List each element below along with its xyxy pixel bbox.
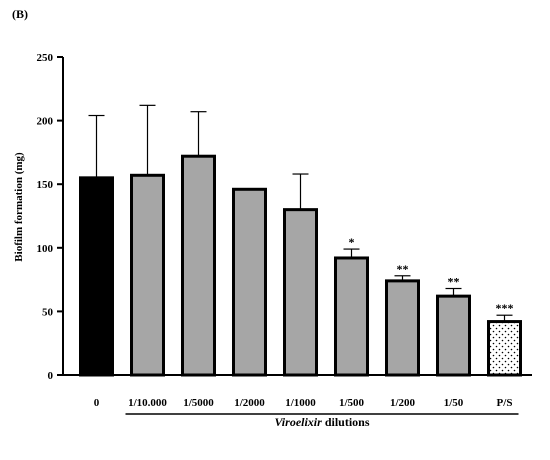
- plot-area: 0 50 100 150 200 250 0 1/10.000 1/5000 1/2000 1/10…: [37, 52, 532, 415]
- x-axis-label-rest: dilutions: [322, 415, 370, 429]
- y-tick-label: 100: [37, 243, 54, 255]
- x-tick-label: 1/500: [339, 397, 365, 409]
- x-axis-label-italic: Viroelixir: [274, 415, 322, 429]
- y-tick-label: 200: [37, 116, 54, 128]
- bar: [181, 154, 216, 377]
- x-tick-label: 1/50: [444, 397, 464, 409]
- bar: [334, 256, 369, 377]
- y-tick-label: 250: [37, 52, 54, 64]
- y-tick-label: 150: [37, 179, 54, 191]
- bar: [436, 294, 471, 377]
- x-tick-label: 1/2000: [234, 397, 265, 409]
- x-tick-label: 0: [94, 397, 100, 409]
- y-axis-label: Biofilm formation (mg): [13, 152, 25, 262]
- x-tick-label: 1/200: [390, 397, 416, 409]
- x-axis-label: Viroelixir dilutions: [274, 415, 369, 429]
- y-tick-label: 0: [48, 370, 54, 382]
- panel-label: (B): [12, 7, 28, 21]
- x-tick-label: 1/1000: [285, 397, 316, 409]
- bar: [385, 279, 420, 377]
- significance-marker: **: [397, 262, 409, 276]
- significance-marker: **: [448, 275, 460, 289]
- x-tick-label: 1/5000: [183, 397, 214, 409]
- bar: [232, 187, 267, 377]
- x-tick-label: 1/10.000: [128, 397, 167, 409]
- bar: [130, 173, 165, 377]
- y-tick-label: 50: [42, 306, 54, 318]
- x-tick-label: P/S: [497, 397, 513, 409]
- bar: [79, 176, 114, 377]
- bar: [283, 208, 318, 377]
- significance-marker: ***: [496, 301, 514, 315]
- significance-marker: *: [349, 235, 355, 249]
- bar: [487, 320, 522, 377]
